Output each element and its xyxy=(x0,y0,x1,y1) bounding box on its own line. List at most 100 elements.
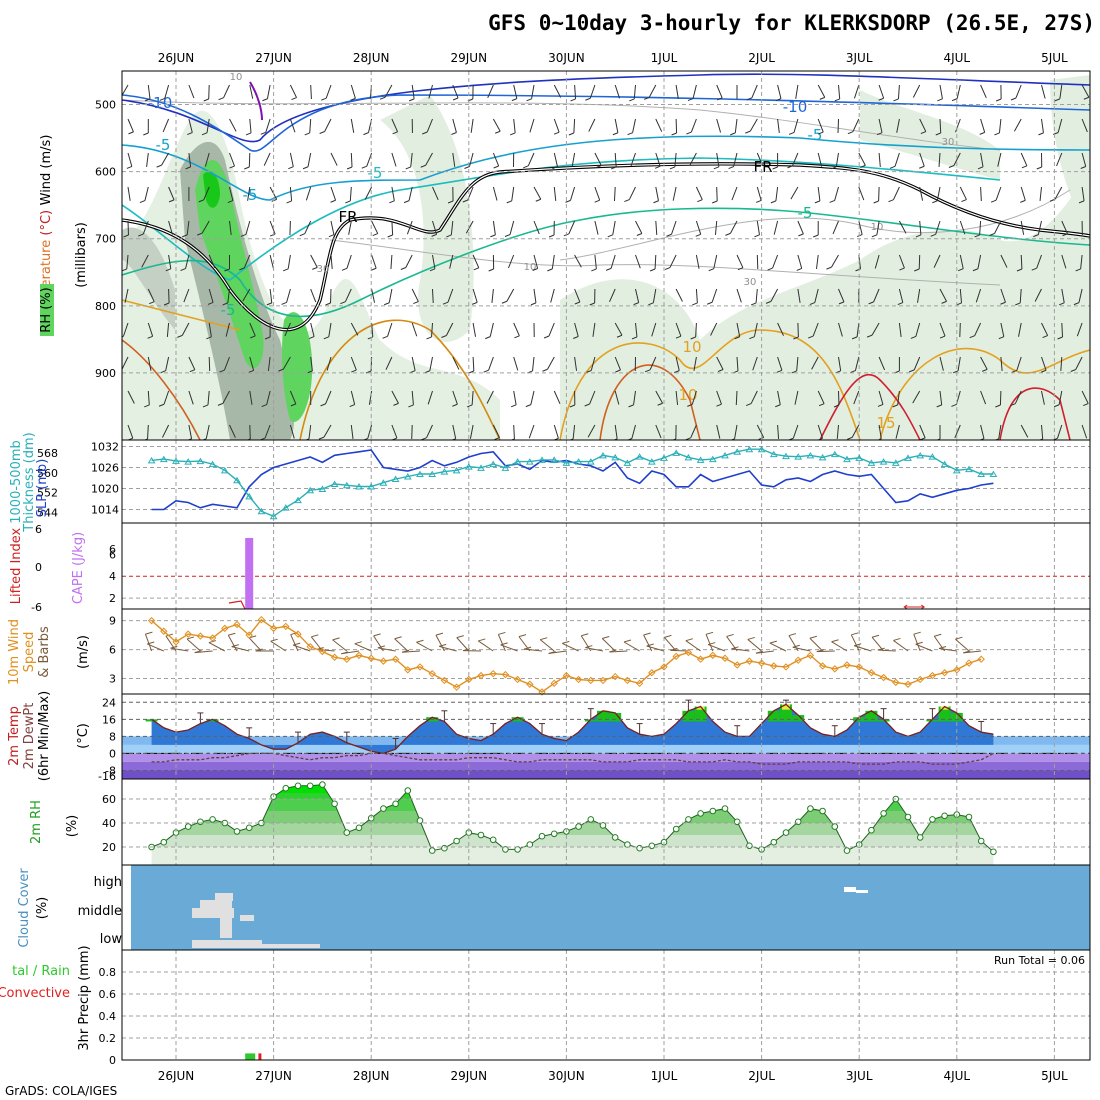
precip-axis-label-part: 3hr Precip (mm) xyxy=(77,945,92,1050)
wind-barb-flag xyxy=(581,633,589,637)
wind-barb-flag xyxy=(186,636,195,640)
date-label-top: 5JUL xyxy=(1041,51,1068,65)
wind-barb-flag xyxy=(518,634,527,638)
wind-barb xyxy=(326,356,332,371)
temperature-contour xyxy=(122,299,241,331)
wind-barb xyxy=(655,390,664,404)
wind-barb-flag xyxy=(1040,369,1047,373)
wind-barb xyxy=(452,84,459,99)
wind-speed-line xyxy=(151,618,982,693)
wind-barb xyxy=(838,356,842,371)
wind-barb xyxy=(305,186,312,201)
rh-point xyxy=(831,823,839,830)
wind-barb xyxy=(689,152,697,166)
wind-barb xyxy=(344,288,352,302)
wind-barb-flag xyxy=(628,404,634,408)
date-label-bottom: 3JUL xyxy=(846,1069,873,1083)
wind-barb xyxy=(290,634,299,652)
wind-barb-flag xyxy=(746,97,753,101)
thickness-point xyxy=(245,492,254,500)
wind-barb-flag xyxy=(387,234,393,238)
wind-barb xyxy=(815,254,819,269)
wind-barb xyxy=(794,390,799,405)
rh-band xyxy=(151,847,994,865)
wind10-axis-label-3-part: & Barbs xyxy=(37,626,52,678)
wind-barb xyxy=(963,650,982,654)
wind-barb xyxy=(528,424,535,439)
wind-barb-flag xyxy=(373,633,381,637)
thickness-point xyxy=(891,459,900,466)
wind-barb xyxy=(953,152,961,166)
wind-barb xyxy=(124,288,129,303)
wind-speed-point xyxy=(404,666,412,674)
thickness-point xyxy=(647,458,656,465)
thickness-point xyxy=(940,460,949,468)
wind-barb-flag xyxy=(159,97,165,101)
dewpt-axis-label: 2m DewPt xyxy=(22,703,37,770)
wind-barb xyxy=(222,390,230,404)
thickness-point xyxy=(574,458,583,465)
date-label-top: 28JUN xyxy=(353,51,390,65)
wind-speed-point xyxy=(343,655,351,663)
wind-barb xyxy=(589,84,596,99)
wind-barb-flag xyxy=(594,199,600,203)
wind-barb xyxy=(249,84,254,99)
rh-point xyxy=(977,837,985,845)
wind-barb xyxy=(350,424,354,439)
thickness-point xyxy=(379,479,388,486)
wind-barb xyxy=(201,220,210,234)
wind-barb xyxy=(127,390,135,404)
temperature-contour xyxy=(999,387,1071,440)
wind-barb-flag xyxy=(716,403,722,407)
temp-hot-cap xyxy=(940,706,949,710)
precip-bar-total xyxy=(245,1053,256,1060)
wind-barb xyxy=(585,647,604,652)
wind-barb xyxy=(533,288,537,303)
wind-speed-point xyxy=(379,657,388,665)
wind-barb-flag xyxy=(636,233,643,236)
rh-point xyxy=(697,810,704,817)
wind-barb-flag xyxy=(435,632,444,636)
wind-barb xyxy=(188,84,195,99)
wind-speed-point xyxy=(879,673,888,682)
wind-barb xyxy=(164,84,170,99)
slp-tick-label: 1026 xyxy=(91,462,119,475)
wind-barb-flag xyxy=(974,234,980,238)
contour-label: 10 xyxy=(678,386,697,404)
wind-barb xyxy=(878,424,882,439)
wind-barb-flag xyxy=(231,644,239,648)
wind-barb-flag xyxy=(909,369,915,373)
wind-barb xyxy=(147,390,150,406)
wind-barb-flag xyxy=(160,370,166,374)
wind-barb xyxy=(594,220,599,235)
wind-speed-point xyxy=(245,631,253,639)
wind-barb-flag xyxy=(754,234,760,238)
wind-barb xyxy=(817,118,824,133)
wind-barb xyxy=(635,220,643,234)
wind-barb-flag xyxy=(897,302,903,306)
wind-barb xyxy=(919,152,925,167)
wind-barb xyxy=(939,356,944,371)
wind-barb-flag xyxy=(1054,98,1061,102)
thickness-point xyxy=(525,458,534,465)
rh-point xyxy=(453,837,460,845)
wind-speed-point xyxy=(477,671,485,680)
wind-barb xyxy=(432,220,438,235)
wind-barb-flag xyxy=(765,300,772,304)
wind-barb xyxy=(323,424,332,438)
wind-barb xyxy=(286,288,291,303)
wind-barb xyxy=(714,220,718,235)
wind-barb xyxy=(919,424,926,439)
wind-barb xyxy=(307,152,312,167)
cape-tick-label: 6 xyxy=(109,543,116,556)
cloud-block xyxy=(220,918,232,938)
rh-point xyxy=(319,781,326,788)
wind-barb xyxy=(284,322,291,337)
wind-barb xyxy=(1041,356,1047,371)
cross-section-panel: -10-5-5-5-10-5-5FRFR101510301030103010-5… xyxy=(95,71,1090,440)
wind-speed-point xyxy=(635,679,644,688)
wind-barb-flag xyxy=(510,404,517,408)
wind-barb-flag xyxy=(939,335,946,339)
cloud-axis-label: Cloud Cover xyxy=(17,868,32,948)
wind-barb xyxy=(126,254,129,269)
